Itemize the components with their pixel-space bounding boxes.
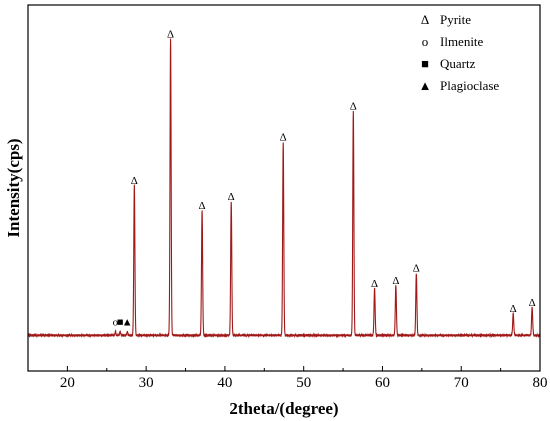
pyrite-peak-marker: Δ: [350, 100, 357, 112]
x-axis: 20 30 40 50 60 70 80: [27, 366, 548, 391]
legend-symbol: o: [422, 34, 429, 49]
pyrite-peak-marker: Δ: [392, 275, 399, 287]
y-axis-title: Intensity(cps): [4, 138, 23, 237]
legend-label: Plagioclase: [440, 78, 499, 93]
pyrite-peak-marker: Δ: [280, 132, 287, 144]
legend-symbol: Δ: [421, 12, 429, 27]
x-tick-label: 70: [454, 375, 469, 391]
legend-label: Ilmenite: [440, 34, 484, 49]
legend-symbol: ■: [421, 56, 429, 71]
plagioclase-marker: ▲: [122, 317, 133, 329]
diffraction-trace: [27, 38, 541, 339]
x-tick-label: 50: [296, 375, 311, 391]
quartz-marker: ■: [117, 317, 124, 329]
pyrite-peak-marker: Δ: [228, 191, 235, 203]
pyrite-peak-marker: Δ: [371, 278, 378, 290]
ilmenite-marker: o: [113, 317, 119, 329]
pyrite-peak-marker: Δ: [199, 200, 206, 212]
pyrite-peak-marker: Δ: [131, 175, 138, 187]
x-axis-title: 2theta/(degree): [229, 399, 338, 418]
pyrite-peak-marker: Δ: [529, 297, 536, 309]
legend-label: Pyrite: [440, 12, 471, 27]
x-tick-label: 20: [60, 375, 75, 391]
x-tick-label: 80: [533, 375, 548, 391]
x-tick-label: 30: [139, 375, 154, 391]
pyrite-peak-marker: Δ: [413, 263, 420, 275]
plot-frame: [27, 4, 541, 372]
pyrite-peak-marker: Δ: [167, 29, 174, 41]
legend-symbol: ▲: [419, 78, 432, 93]
pyrite-peak-marker: Δ: [510, 303, 517, 315]
x-tick-label: 60: [375, 375, 390, 391]
legend-label: Quartz: [440, 56, 476, 71]
x-tick-label: 40: [217, 375, 232, 391]
